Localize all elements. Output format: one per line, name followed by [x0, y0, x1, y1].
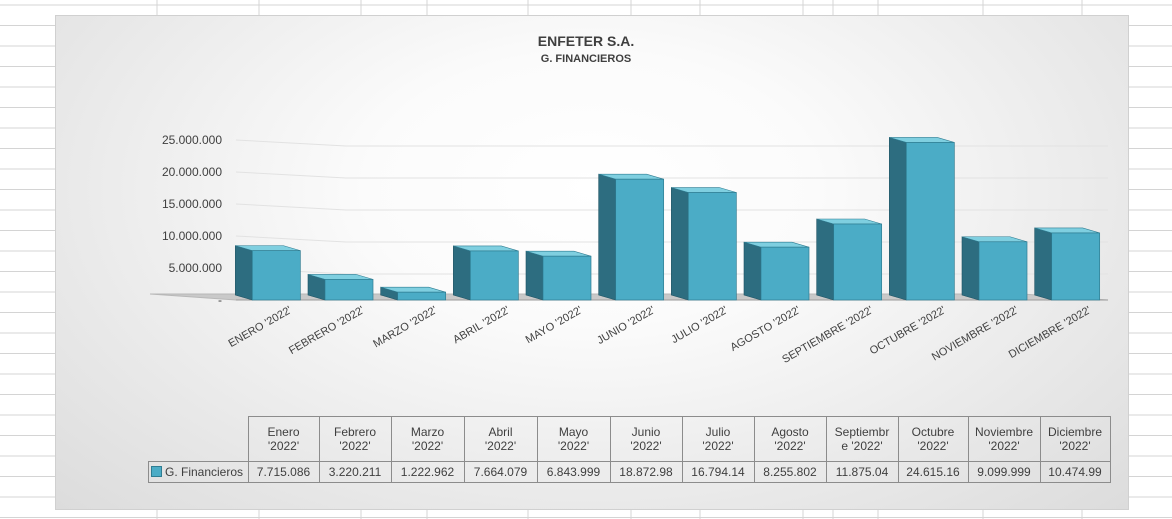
table-header-line: Junio [631, 425, 661, 439]
y-tick-label: 5.000.000 [169, 261, 223, 275]
table-header-11: Noviembre '2022' [967, 416, 1041, 462]
table-header-9: Septiembr e '2022' [825, 416, 899, 462]
table-value-1: 7.715.086 [247, 461, 320, 483]
chart-title: ENFETER S.A. [537, 33, 635, 49]
table-header-line: '2022' [702, 439, 734, 453]
legend-entry: G. Financieros [148, 461, 249, 483]
bar[interactable] [889, 137, 955, 301]
x-tick-label: FEBRERO '2022' [287, 304, 367, 357]
table-header-line: Abril [488, 425, 513, 439]
y-tick-label: 15.000.000 [162, 197, 222, 211]
table-header-line: Septiembr [834, 425, 890, 439]
gridline [235, 171, 1108, 179]
table-header-10: Octubre '2022' [897, 416, 969, 462]
table-header-line: '2022' [339, 439, 371, 453]
y-tick-label: 10.000.000 [162, 229, 222, 243]
table-header-line: e '2022' [841, 439, 883, 453]
table-header-1: Enero '2022' [247, 416, 320, 462]
table-value-6: 18.872.98 [609, 461, 683, 483]
table-header-line: Agosto [771, 425, 809, 439]
bar[interactable] [453, 245, 519, 301]
chart-subtitle: G. FINANCIEROS [540, 53, 632, 65]
table-header-line: '2022' [267, 439, 300, 453]
table-value-12: 10.474.99 [1039, 461, 1111, 483]
bar[interactable] [598, 173, 665, 301]
table-header-line: Diciembre [1047, 425, 1102, 439]
y-tick-label: - [218, 293, 222, 307]
table-value-7: 16.794.14 [681, 461, 755, 483]
x-tick-label: ENERO '2022' [226, 304, 293, 350]
x-tick-label: DICIEMBRE '2022' [1007, 304, 1093, 361]
x-tick-label: JUNIO '2022' [595, 304, 657, 347]
table-header-line: '2022' [630, 439, 662, 453]
table-header-line: '2022' [484, 439, 517, 453]
bar[interactable] [1034, 227, 1101, 301]
bar[interactable] [816, 218, 883, 301]
x-tick-label: ABRIL '2022' [451, 304, 512, 346]
bar[interactable] [307, 273, 374, 301]
bar[interactable] [235, 245, 301, 301]
bar[interactable] [961, 236, 1028, 301]
table-header-5: Mayo '2022' [536, 416, 611, 462]
table-header-3: Marzo '2022' [390, 416, 465, 462]
legend-swatch [151, 466, 162, 477]
table-header-7: Julio '2022' [681, 416, 755, 462]
data-table: Enero '2022' Febrero '2022' Marzo '2022' Abril… [148, 416, 1111, 483]
x-tick-label: MARZO '2022' [371, 304, 439, 350]
table-header-line: Noviembre [974, 425, 1034, 439]
table-header-line: Enero [267, 425, 300, 439]
x-tick-label: JULIO '2022' [669, 304, 729, 346]
legend-label: G. Financieros [165, 465, 244, 479]
table-value-11: 9.099.999 [967, 461, 1041, 483]
gridline [235, 139, 1108, 147]
table-value-3: 1.222.962 [390, 461, 465, 483]
data-table-corner [149, 417, 249, 462]
table-header-line: '2022' [917, 439, 949, 453]
table-value-5: 6.843.999 [536, 461, 611, 483]
bar[interactable] [671, 187, 737, 301]
bar[interactable] [525, 250, 592, 301]
table-header-line: Octubre [911, 425, 955, 439]
table-header-12: Diciembre '2022' [1039, 416, 1111, 462]
table-header-line: '2022' [1059, 439, 1091, 453]
table-value-10: 24.615.16 [897, 461, 969, 483]
table-header-6: Junio '2022' [609, 416, 683, 462]
table-header-line: Febrero [333, 425, 377, 439]
bar[interactable] [380, 286, 447, 301]
table-header-line: Marzo [410, 425, 445, 439]
data-table-value-row: G. Financieros 7.715.086 3.220.211 1.222.9… [148, 461, 1111, 483]
y-tick-label: 25.000.000 [162, 133, 222, 147]
y-tick-label: 20.000.000 [162, 165, 222, 179]
table-value-4: 7.664.079 [463, 461, 538, 483]
table-header-line: Julio [705, 425, 731, 439]
x-tick-label: AGOSTO '2022' [728, 304, 802, 354]
table-value-2: 3.220.211 [318, 461, 392, 483]
table-header-8: Agosto '2022' [753, 416, 827, 462]
gridline [235, 203, 1108, 211]
table-header-line: '2022' [557, 439, 590, 453]
table-header-4: Abril '2022' [463, 416, 538, 462]
table-header-2: Febrero '2022' [318, 416, 392, 462]
table-header-line: Mayo [558, 425, 589, 439]
table-value-9: 11.875.04 [825, 461, 899, 483]
bar[interactable] [743, 241, 810, 301]
table-value-8: 8.255.802 [753, 461, 827, 483]
table-header-line: '2022' [411, 439, 444, 453]
data-table-header-row: Enero '2022' Febrero '2022' Marzo '2022' Abril… [149, 416, 1111, 462]
x-tick-label: MAYO '2022' [524, 304, 585, 346]
table-header-line: '2022' [988, 439, 1020, 453]
table-header-line: '2022' [774, 439, 806, 453]
